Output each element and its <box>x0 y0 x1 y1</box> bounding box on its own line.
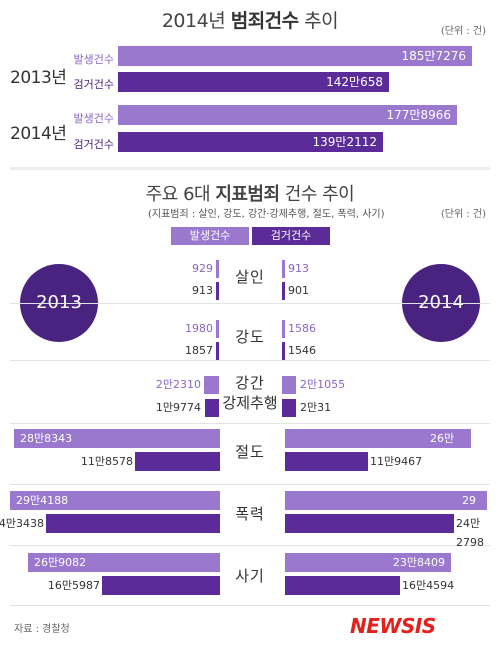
value-arrest-2014-3: 11만9467 <box>370 455 423 468</box>
bar-occur-2014-2 <box>282 376 296 394</box>
bar-occur-2014-5 <box>285 553 451 572</box>
section-divider <box>10 167 490 170</box>
legend-arrest: 검거건수 <box>252 227 330 245</box>
source-footer: 자료 : 경찰청 <box>14 624 70 635</box>
value-occur-2013-0: 929 <box>192 262 213 275</box>
category-label-2: 강간 <box>235 374 265 392</box>
bar-arrest-2013-4 <box>46 514 220 533</box>
category-separator <box>10 605 490 606</box>
legend-occur: 발생건수 <box>171 227 249 245</box>
category-separator <box>10 360 490 361</box>
category-label-5: 사기 <box>235 567 265 585</box>
bar-occur-2014-0 <box>282 260 285 278</box>
second-chart-title: 주요 6대 지표범죄 건수 추이 <box>0 180 500 206</box>
year-label-2014: 2014년 <box>10 124 67 144</box>
bar-occur-2013년 <box>118 46 472 66</box>
value-occur-2013-2: 2만2310 <box>155 378 201 391</box>
bar-arrest-2013년 <box>118 72 389 92</box>
newsis-logo: NEWSIS <box>350 614 436 638</box>
unit-label: (단위 : 건) <box>440 26 486 37</box>
category-label-3: 절도 <box>235 443 265 461</box>
bar-arrest-2014-4 <box>285 514 454 533</box>
bar-arrest-2014년 <box>118 132 383 152</box>
chart-title-suffix: 추이 <box>298 10 339 32</box>
bar-arrest-2014-0 <box>282 282 285 300</box>
category-label-4: 폭력 <box>235 505 265 523</box>
row-label-arrest-2014: 검거건수 <box>73 138 114 151</box>
bar-arrest-2013-0 <box>216 282 219 300</box>
row-label-occur-2014: 발생건수 <box>73 112 114 125</box>
second-chart-subtitle: (지표범죄 : 살인, 강도, 강간·강제추행, 절도, 폭력, 사기) <box>148 209 385 220</box>
value-occur-2013-3: 28만8343 <box>20 432 73 445</box>
chart-title-bold: 범죄건수 <box>230 10 299 32</box>
category-label-0: 살인 <box>235 268 265 286</box>
bar-occur-2014-4 <box>285 491 487 510</box>
bar-occur-2013-5 <box>28 553 220 572</box>
value-arrest-2014-1: 1546 <box>288 344 316 357</box>
value-occur-2014-4: 29만79 <box>462 494 476 545</box>
row-label-arrest-2013: 검거건수 <box>73 78 114 91</box>
second-title-suffix: 건수 추이 <box>279 184 355 205</box>
category-separator <box>10 545 490 546</box>
second-title-bold: 지표범죄 <box>215 184 280 205</box>
bar-arrest-2013-3 <box>135 452 220 471</box>
bar-occur-2013-0 <box>216 260 219 278</box>
category-label-1: 강도 <box>235 328 265 346</box>
value-arrest-2014-4: 24만2798 <box>456 517 484 549</box>
bar-value-arrest-2014년: 139만2112 <box>312 135 377 149</box>
bar-occur-2013-4 <box>10 491 220 510</box>
value-arrest-2013-1: 1857 <box>185 344 213 357</box>
chart-title: 2014년 범죄건수 추이 <box>0 6 500 33</box>
row-label-occur-2013: 발생건수 <box>73 53 114 66</box>
category-separator <box>10 484 490 485</box>
value-occur-2014-0: 913 <box>288 262 309 275</box>
second-title-prefix: 주요 6대 <box>145 184 216 205</box>
value-occur-2014-2: 2만1055 <box>300 378 346 391</box>
year-label-2013: 2013년 <box>10 68 67 88</box>
chart-title-prefix: 2014년 <box>161 10 231 32</box>
bar-arrest-2013-5 <box>102 576 220 595</box>
value-occur-2013-1: 1980 <box>185 322 213 335</box>
value-arrest-2014-2: 2만31 <box>300 401 332 414</box>
value-occur-2013-5: 26만9082 <box>34 556 87 569</box>
bar-occur-2014-3 <box>285 429 471 448</box>
bar-occur-2013-2 <box>204 376 219 394</box>
value-arrest-2013-2: 1만9774 <box>155 401 201 414</box>
bar-occur-2013-1 <box>216 320 219 338</box>
value-arrest-2013-4: 24만3438 <box>0 517 44 530</box>
value-arrest-2013-3: 11만8578 <box>80 455 133 468</box>
bar-occur-2013-3 <box>14 429 220 448</box>
bar-occur-2014년 <box>118 105 457 125</box>
bar-value-occur-2014년: 177만8966 <box>386 108 451 122</box>
value-occur-2014-3: 26만6222 <box>430 432 458 464</box>
bar-arrest-2014-1 <box>282 342 285 360</box>
bar-value-arrest-2013년: 142만658 <box>326 75 383 89</box>
category-label-line2-2: 강제추행 <box>222 394 278 412</box>
bar-occur-2014-1 <box>282 320 285 338</box>
value-arrest-2013-0: 913 <box>192 284 213 297</box>
second-unit-label: (단위 : 건) <box>440 209 486 220</box>
category-separator <box>10 303 490 304</box>
value-occur-2013-4: 29만4188 <box>16 494 69 507</box>
value-arrest-2014-5: 16만4594 <box>402 579 455 592</box>
bar-arrest-2013-2 <box>205 399 219 417</box>
bar-arrest-2014-2 <box>282 399 296 417</box>
bar-arrest-2014-3 <box>285 452 368 471</box>
value-arrest-2013-5: 16만5987 <box>47 579 100 592</box>
value-occur-2014-1: 1586 <box>288 322 316 335</box>
bar-arrest-2014-5 <box>285 576 400 595</box>
value-arrest-2014-0: 901 <box>288 284 309 297</box>
bar-value-occur-2013년: 185만7276 <box>401 49 466 63</box>
category-separator <box>10 423 490 424</box>
bar-arrest-2013-1 <box>216 342 219 360</box>
value-occur-2014-5: 23만8409 <box>392 556 445 569</box>
